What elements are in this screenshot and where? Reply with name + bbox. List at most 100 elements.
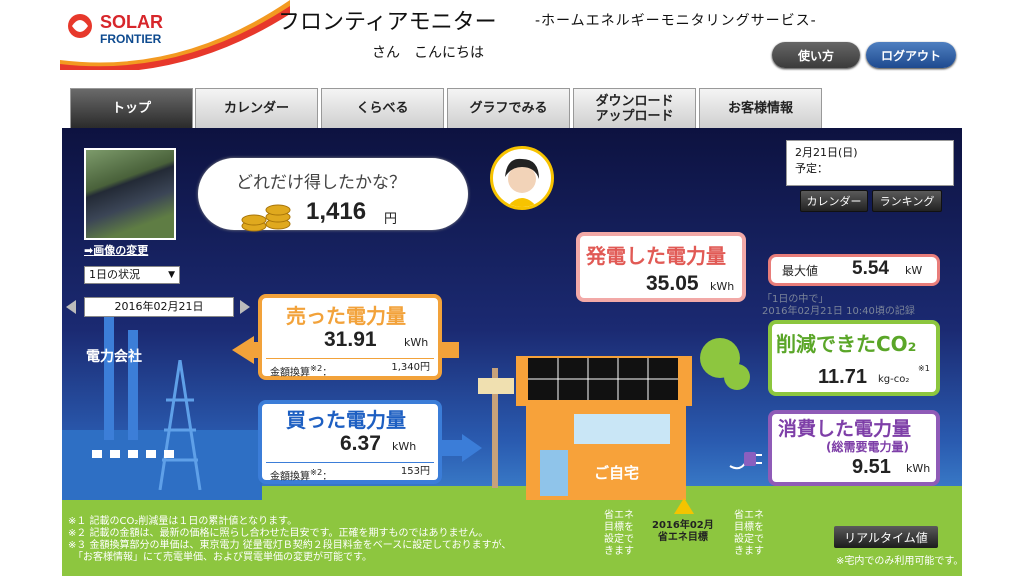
- tab-download-upload[interactable]: ダウンロード アップロード: [573, 88, 696, 128]
- co2-mark: ※1: [918, 364, 930, 373]
- co2-title: 削減できたCO₂: [776, 332, 917, 356]
- bought-money-unit: 円: [420, 466, 430, 477]
- eco-goal-right-text[interactable]: 省エネ 目標を 設定で きます: [734, 510, 764, 557]
- solar-panel-icon: [528, 358, 678, 400]
- house-window: [574, 414, 670, 444]
- bought-card: [258, 400, 442, 484]
- co2-value: 11.71: [818, 366, 867, 388]
- footnote-1: ※１ 記載のCO₂削減量は１日の累計値となります。: [68, 516, 298, 527]
- schedule-date: 2月21日(日): [795, 146, 858, 159]
- sold-money-mark: ※2: [310, 363, 323, 373]
- sold-money-row: 金額換算※2： 1,340円: [266, 358, 434, 379]
- greeting: さん こんにちは: [372, 45, 484, 61]
- change-image-link[interactable]: ➡画像の変更: [84, 244, 149, 257]
- eco-goal-month: 2016年02月: [652, 520, 714, 531]
- home-label: ご自宅: [594, 464, 640, 482]
- savings-amount: 1,416: [306, 198, 367, 225]
- period-select[interactable]: 1日の状況 ▼: [84, 266, 180, 284]
- schedule-box: 2月21日(日) 予定：: [786, 140, 954, 186]
- logo: [60, 0, 290, 70]
- chimney: [128, 330, 138, 440]
- co2-card: [768, 320, 940, 396]
- tab-customer-info[interactable]: お客様情報: [699, 88, 822, 128]
- eco-goal-title[interactable]: 2016年02月 省エネ目標: [652, 520, 714, 544]
- max-value: 5.54: [852, 258, 889, 279]
- consumption-subtitle: (総需要電力量): [826, 440, 909, 454]
- bought-unit: kWh: [392, 440, 417, 453]
- generation-title: 発電した電力量: [586, 244, 726, 268]
- footnote-2: ※２ 記載の金額は、最新の価格に照らし合わせた目安です。正確を期すものではありま…: [68, 528, 489, 539]
- chimney: [104, 300, 114, 440]
- tab-compare[interactable]: くらべる: [321, 88, 444, 128]
- sold-money-value: 1,340: [391, 362, 420, 373]
- help-button[interactable]: 使い方: [772, 42, 860, 68]
- utility-pole-crossbar: [478, 378, 514, 394]
- max-label: 最大値: [782, 264, 819, 278]
- ground: [62, 486, 962, 576]
- logo-text-solar: SOLAR: [100, 12, 163, 32]
- footnote-3: ※３ 金額換算部分の単価は、東京電力 従量電灯Ｂ契約２段目料金をベースに設定して…: [68, 540, 512, 551]
- bought-value: 6.37: [340, 432, 381, 455]
- bought-arrow-icon: [462, 434, 482, 462]
- logo-text-frontier: FRONTIER: [100, 32, 162, 46]
- generation-card: [576, 232, 746, 302]
- sold-money-label: 金額換算: [270, 367, 310, 379]
- transmission-tower-icon: [150, 359, 210, 491]
- tab-graph[interactable]: グラフでみる: [447, 88, 570, 128]
- utility-pole: [492, 368, 498, 488]
- bought-title: 買った電力量: [286, 408, 406, 432]
- prev-day-arrow-icon[interactable]: [66, 300, 76, 314]
- generation-value: 35.05: [646, 272, 699, 295]
- eco-goal-left-text[interactable]: 省エネ 目標を 設定で きます: [604, 510, 634, 557]
- bought-money-value: 153: [400, 466, 420, 477]
- next-day-arrow-icon[interactable]: [240, 300, 250, 314]
- house-photo[interactable]: [84, 148, 176, 240]
- consumption-value: 9.51: [852, 456, 891, 478]
- savings-unit: 円: [384, 212, 398, 227]
- tab-top[interactable]: トップ: [70, 88, 193, 128]
- dropdown-arrow-icon: ▼: [168, 270, 175, 280]
- realtime-note: ※宅内でのみ利用可能です。: [836, 556, 964, 567]
- max-output-card: [768, 254, 940, 286]
- max-note-line1: 「1日の中で」: [762, 294, 829, 305]
- app-title: フロンティアモニター: [278, 10, 497, 35]
- schedule-plan: 予定：: [795, 162, 828, 175]
- footnotes: ※１ 記載のCO₂削減量は１日の累計値となります。 ※２ 記載の金額は、最新の価…: [68, 516, 558, 564]
- sold-card: [258, 294, 442, 380]
- sold-money-unit: 円: [420, 362, 430, 373]
- mascot-avatar: [490, 146, 554, 210]
- max-unit: kW: [905, 264, 923, 277]
- max-note-line2: 2016年02月21日 10:40頃の記録: [762, 306, 915, 317]
- co2-unit: kg-co₂: [878, 374, 910, 385]
- realtime-button[interactable]: リアルタイム値: [834, 526, 938, 548]
- consumption-title: 消費した電力量: [778, 418, 912, 440]
- savings-question: どれだけ得したかな？: [236, 173, 406, 193]
- consumption-unit: kWh: [906, 462, 931, 475]
- footnote-4: 「お客様情報」にて売電単価、および買電単価の変更が可能です。: [68, 552, 372, 563]
- date-display: 2016年02月21日: [84, 297, 234, 317]
- tab-calendar[interactable]: カレンダー: [195, 88, 318, 128]
- bought-money-row: 金額換算※2： 153円: [266, 462, 434, 483]
- ranking-button[interactable]: ランキング: [872, 190, 942, 212]
- max-record-note: 「1日の中で」 2016年02月21日 10:40頃の記録: [762, 294, 915, 318]
- sold-arrow-icon: [232, 336, 254, 364]
- utility-label: 電力会社: [86, 349, 142, 365]
- warning-icon: [674, 498, 694, 514]
- logout-button[interactable]: ログアウト: [866, 42, 956, 68]
- bought-money-mark: ※2: [310, 467, 323, 477]
- app-subtitle: -ホームエネルギーモニタリングサービス-: [535, 13, 817, 29]
- sold-unit: kWh: [404, 336, 429, 349]
- consumption-card: [768, 410, 940, 486]
- plug-icon: [728, 446, 764, 474]
- coins-icon: [240, 198, 294, 232]
- bush: [724, 364, 750, 390]
- sold-value: 31.91: [324, 328, 377, 351]
- generation-unit: kWh: [710, 280, 735, 293]
- eco-goal-label: 省エネ目標: [657, 532, 708, 543]
- bought-flow-bar: [442, 440, 464, 456]
- calendar-button[interactable]: カレンダー: [800, 190, 868, 212]
- sold-title: 売った電力量: [286, 304, 406, 328]
- bought-money-label: 金額換算: [270, 471, 310, 483]
- power-plant-illustration: [62, 430, 262, 500]
- factory-windows: [84, 446, 244, 466]
